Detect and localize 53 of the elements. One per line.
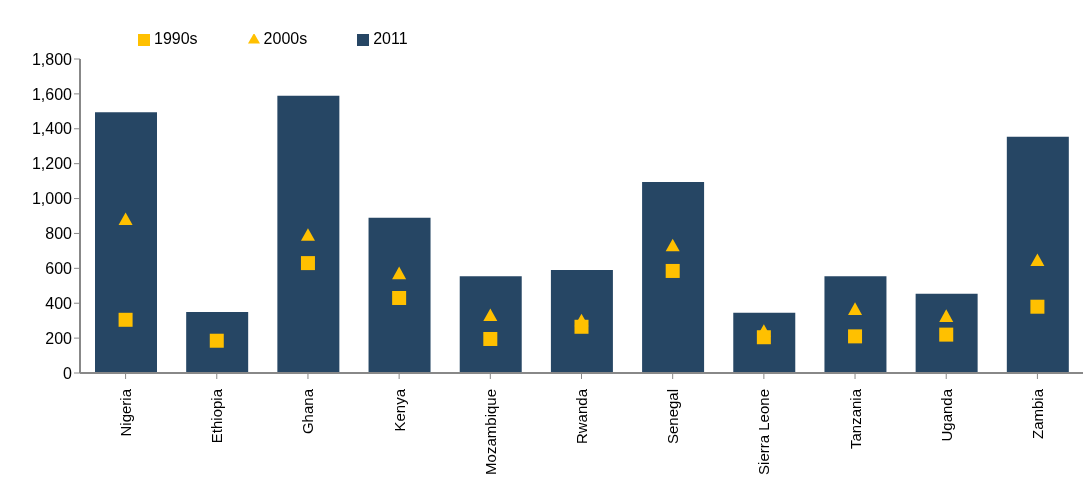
point	[300, 228, 315, 241]
point	[483, 308, 498, 322]
point	[300, 256, 315, 271]
y-tick-label: 400	[45, 294, 73, 312]
x-tick-label: Ethiopia	[208, 388, 226, 444]
point	[939, 309, 954, 322]
bar	[915, 293, 978, 373]
x-tick-label: Zambia	[1028, 388, 1046, 440]
bar	[1006, 136, 1069, 373]
bar	[459, 276, 522, 373]
x-tick-label: Kenya	[390, 388, 408, 432]
bar	[824, 276, 887, 373]
point	[848, 329, 863, 344]
y-tick-label: 1,200	[31, 155, 73, 173]
bar	[642, 181, 705, 373]
point	[665, 263, 680, 278]
point	[574, 313, 589, 327]
bar	[733, 312, 796, 373]
point	[1030, 253, 1045, 267]
x-tick-label: Ghana	[299, 388, 317, 435]
y-tick-label: 200	[45, 329, 73, 347]
x-tick-label: Mozambique	[481, 389, 499, 475]
bar	[277, 95, 340, 373]
bar	[186, 311, 249, 373]
legend-label: 2000s	[263, 30, 308, 47]
y-tick-label: 1,800	[31, 50, 73, 68]
y-tick-label: 1,400	[31, 120, 73, 138]
bar	[550, 270, 613, 373]
point	[209, 333, 224, 348]
x-tick-label: Sierra Leone	[755, 389, 773, 475]
y-tick-label: 0	[63, 364, 73, 382]
point	[665, 238, 680, 252]
y-tick-label: 600	[45, 260, 73, 278]
point	[939, 327, 954, 342]
bar	[95, 112, 157, 373]
x-tick-label: Senegal	[664, 389, 682, 445]
x-tick-label: Tanzania	[846, 388, 864, 450]
point	[1030, 299, 1045, 314]
bar	[368, 217, 431, 373]
x-tick-label: Uganda	[937, 388, 955, 442]
x-tick-label: Rwanda	[573, 388, 590, 445]
legend-label: 1990s	[154, 30, 198, 47]
y-tick-label: 800	[45, 225, 73, 243]
point	[848, 302, 863, 315]
point	[483, 331, 498, 346]
x-tick-label: Nigeria	[117, 388, 135, 437]
y-tick-label: 1,600	[31, 85, 73, 103]
point	[118, 312, 133, 327]
point	[392, 290, 407, 305]
y-tick-label: 1,000	[31, 190, 73, 208]
point	[392, 266, 407, 280]
legend-label: 2011	[373, 30, 408, 47]
point	[118, 212, 133, 226]
